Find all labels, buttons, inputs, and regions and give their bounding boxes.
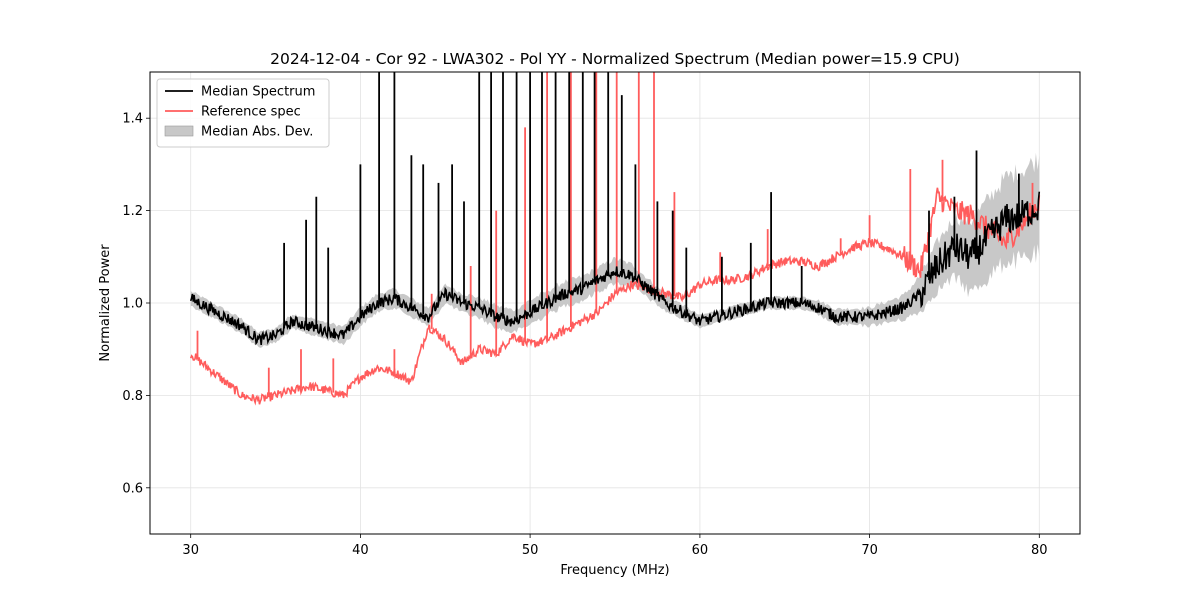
median-spectrum-series bbox=[189, 72, 1041, 346]
y-tick-label: 0.8 bbox=[122, 389, 143, 404]
x-tick-label: 60 bbox=[692, 543, 709, 558]
legend: Median Spectrum Reference spec Median Ab… bbox=[156, 78, 330, 148]
legend-swatch-mad bbox=[164, 125, 194, 137]
y-axis-ticks: 0.6 0.8 1.0 1.2 1.4 bbox=[122, 112, 150, 496]
reference-spec-series bbox=[189, 72, 1041, 406]
reference-spec-spikes bbox=[196, 72, 1034, 398]
x-tick-label: 80 bbox=[1031, 543, 1048, 558]
median-spectrum-line bbox=[189, 191, 1041, 346]
y-tick-label: 0.6 bbox=[122, 481, 143, 496]
median-abs-dev-band bbox=[190, 152, 1040, 348]
chart-title: 2024-12-04 - Cor 92 - LWA302 - Pol YY - … bbox=[270, 50, 960, 68]
x-tick-label: 40 bbox=[352, 543, 369, 558]
legend-frame bbox=[156, 78, 330, 148]
median-spectrum-spikes bbox=[283, 72, 1020, 332]
legend-label-median: Median Spectrum bbox=[201, 85, 315, 100]
legend-label-mad: Median Abs. Dev. bbox=[201, 125, 313, 140]
x-axis-label: Frequency (MHz) bbox=[560, 563, 669, 578]
y-tick-label: 1.2 bbox=[122, 204, 143, 219]
y-axis-label: Normalized Power bbox=[98, 244, 113, 362]
x-tick-label: 70 bbox=[861, 543, 878, 558]
y-tick-label: 1.4 bbox=[122, 112, 143, 127]
plot-area bbox=[189, 72, 1041, 406]
x-tick-label: 50 bbox=[522, 543, 539, 558]
reference-spec-line bbox=[189, 187, 1041, 406]
y-tick-label: 1.0 bbox=[122, 297, 143, 312]
x-axis-ticks: 30 40 50 60 70 80 bbox=[182, 534, 1048, 558]
legend-label-reference: Reference spec bbox=[201, 105, 301, 120]
x-tick-label: 30 bbox=[182, 543, 199, 558]
